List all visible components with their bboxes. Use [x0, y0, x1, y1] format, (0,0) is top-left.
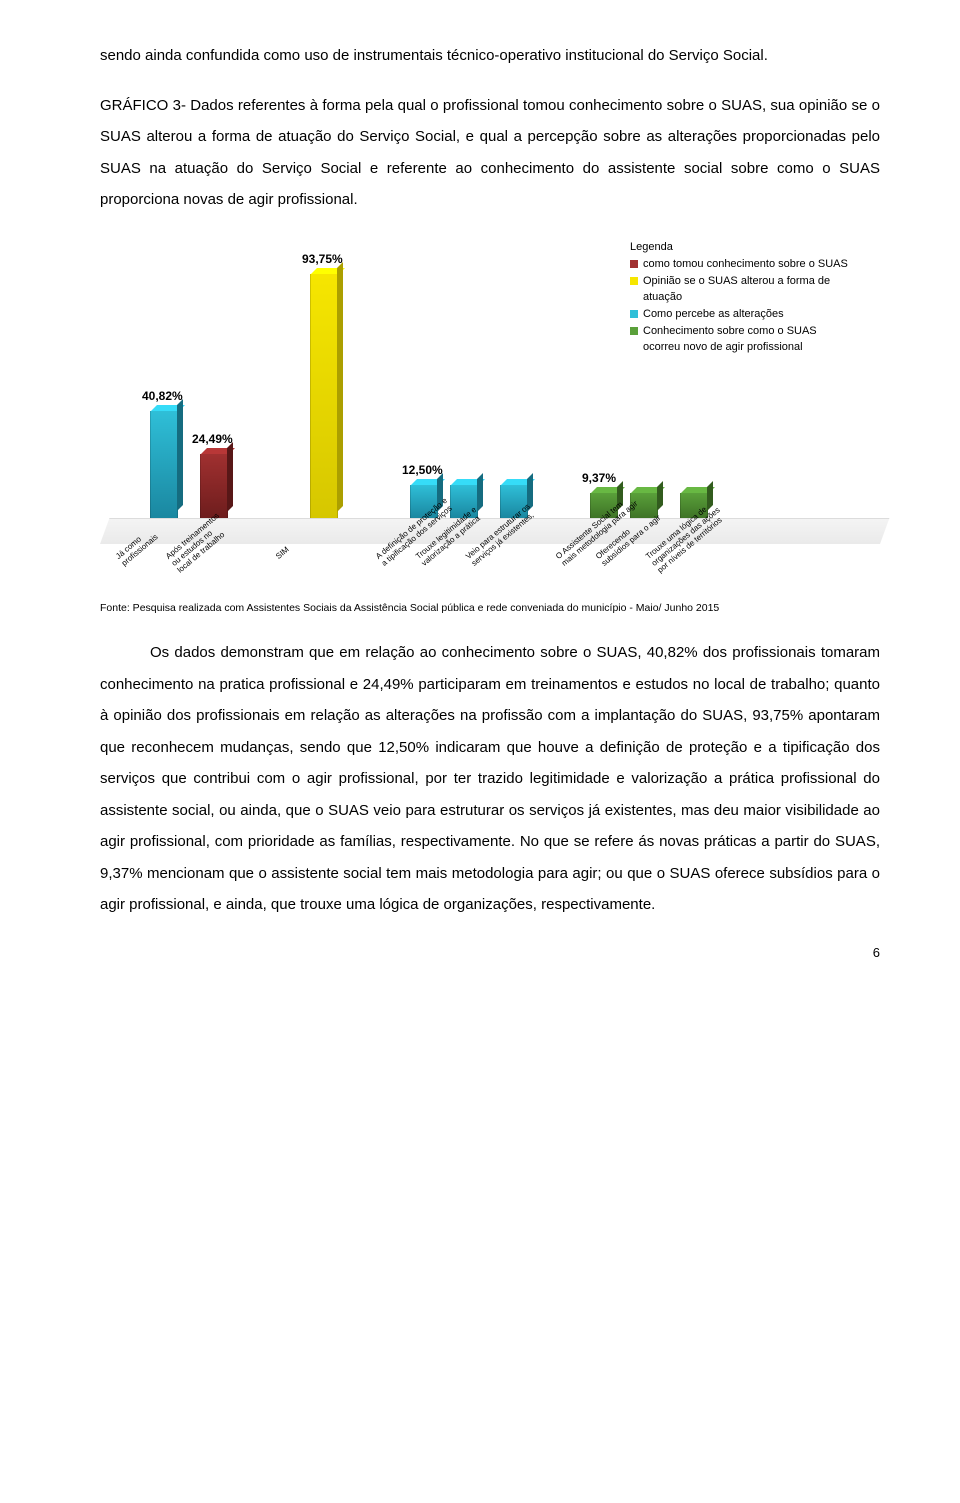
legend-swatch — [630, 277, 638, 285]
chart-bar-label: 9,37% — [582, 471, 616, 485]
legend-item: como tomou conhecimento sobre o SUAS — [630, 257, 850, 273]
chart-bar — [310, 274, 338, 518]
chart-caption-prefix: GRÁFICO 3- — [100, 97, 190, 114]
chart-bar — [200, 454, 228, 518]
chart-x-label: Já comoprofissionais — [114, 525, 160, 568]
intro-paragraph: sendo ainda confundida como uso de instr… — [100, 40, 880, 72]
chart-bar-label: 12,50% — [402, 463, 443, 477]
chart-x-label: SIM — [274, 544, 291, 560]
legend-swatch — [630, 260, 638, 268]
chart-bar — [150, 411, 178, 517]
legend-item: Conhecimento sobre como o SUAS ocorreu n… — [630, 324, 850, 356]
chart-caption-text: Dados referentes à forma pela qual o pro… — [100, 97, 880, 209]
chart-legend: Legenda como tomou conhecimento sobre o … — [630, 240, 850, 358]
legend-text: como tomou conhecimento sobre o SUAS — [643, 257, 848, 273]
chart-x-labels: Já comoprofissionaisApós treinamentosou … — [100, 518, 880, 576]
bar-chart: Legenda como tomou conhecimento sobre o … — [100, 234, 880, 544]
chart-caption: GRÁFICO 3- Dados referentes à forma pela… — [100, 90, 880, 216]
legend-text: Opinião se o SUAS alterou a forma de atu… — [643, 274, 850, 306]
chart-x-label: Após treinamentosou estudos nolocal de t… — [164, 511, 233, 575]
legend-title: Legenda — [630, 240, 850, 256]
chart-bar-label: 40,82% — [142, 389, 183, 403]
legend-swatch — [630, 310, 638, 318]
chart-bar-label: 93,75% — [302, 252, 343, 266]
chart-bar-label: 24,49% — [192, 432, 233, 446]
legend-swatch — [630, 327, 638, 335]
body-paragraph: Os dados demonstram que em relação ao co… — [100, 637, 880, 921]
legend-item: Opinião se o SUAS alterou a forma de atu… — [630, 274, 850, 306]
legend-item: Como percebe as alterações — [630, 307, 850, 323]
page-number: 6 — [100, 945, 880, 960]
legend-text: Como percebe as alterações — [643, 307, 784, 323]
legend-text: Conhecimento sobre como o SUAS ocorreu n… — [643, 324, 850, 356]
source-note: Fonte: Pesquisa realizada com Assistente… — [100, 602, 880, 616]
